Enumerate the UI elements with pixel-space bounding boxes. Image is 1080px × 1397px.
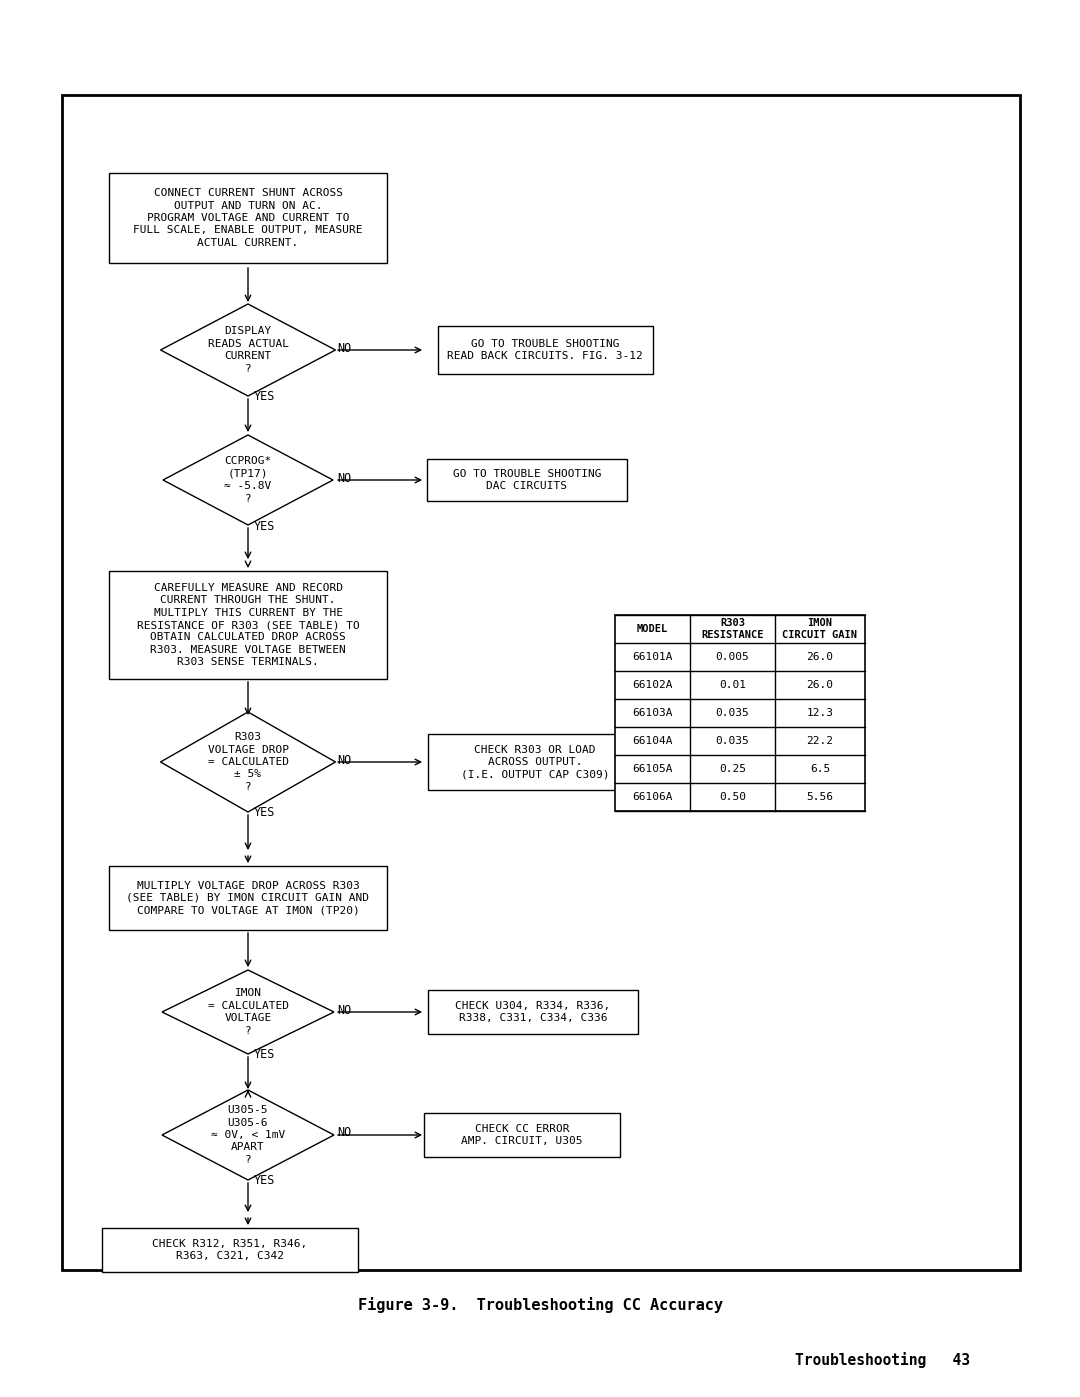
Text: 22.2: 22.2 (807, 736, 834, 746)
Text: Troubleshooting   43: Troubleshooting 43 (795, 1352, 970, 1368)
Text: NO: NO (337, 753, 351, 767)
Polygon shape (162, 970, 334, 1053)
Text: YES: YES (254, 1049, 275, 1062)
Text: CHECK CC ERROR
AMP. CIRCUIT, U305: CHECK CC ERROR AMP. CIRCUIT, U305 (461, 1123, 583, 1146)
Text: CCPROG*
(TP17)
≈ -5.8V
?: CCPROG* (TP17) ≈ -5.8V ? (225, 457, 272, 503)
Text: 66105A: 66105A (632, 764, 673, 774)
Polygon shape (162, 1090, 334, 1180)
Text: CAREFULLY MEASURE AND RECORD
CURRENT THROUGH THE SHUNT.
MULTIPLY THIS CURRENT BY: CAREFULLY MEASURE AND RECORD CURRENT THR… (137, 583, 360, 668)
Bar (428, 990, 638, 1034)
Text: CHECK R312, R351, R346,
R363, C321, C342: CHECK R312, R351, R346, R363, C321, C342 (152, 1239, 308, 1261)
Text: NO: NO (337, 1126, 351, 1140)
Text: 66103A: 66103A (632, 708, 673, 718)
Text: 5.56: 5.56 (807, 792, 834, 802)
Text: 12.3: 12.3 (807, 708, 834, 718)
Text: NO: NO (337, 1003, 351, 1017)
Bar (428, 733, 643, 789)
Text: MULTIPLY VOLTAGE DROP ACROSS R303
(SEE TABLE) BY IMON CIRCUIT GAIN AND
COMPARE T: MULTIPLY VOLTAGE DROP ACROSS R303 (SEE T… (126, 880, 369, 915)
Bar (109, 866, 387, 930)
Text: CHECK U304, R334, R336,
R338, C331, C334, C336: CHECK U304, R334, R336, R338, C331, C334… (456, 1000, 610, 1023)
Text: MODEL: MODEL (637, 624, 669, 634)
Text: 0.50: 0.50 (719, 792, 746, 802)
Text: GO TO TROUBLE SHOOTING
READ BACK CIRCUITS. FIG. 3-12: GO TO TROUBLE SHOOTING READ BACK CIRCUIT… (447, 339, 643, 362)
Bar (427, 460, 627, 502)
Text: 0.25: 0.25 (719, 764, 746, 774)
Bar (615, 615, 865, 812)
Text: R303
RESISTANCE: R303 RESISTANCE (701, 619, 764, 640)
Bar (109, 571, 387, 679)
Text: 0.005: 0.005 (716, 652, 750, 662)
Text: 26.0: 26.0 (807, 680, 834, 690)
Text: 26.0: 26.0 (807, 652, 834, 662)
Bar (62, 95, 1020, 1270)
Bar (102, 1228, 357, 1273)
Text: NO: NO (337, 472, 351, 485)
Text: CHECK R303 OR LOAD
ACROSS OUTPUT.
(I.E. OUTPUT CAP C309): CHECK R303 OR LOAD ACROSS OUTPUT. (I.E. … (461, 745, 609, 780)
Bar (109, 173, 387, 263)
Text: 6.5: 6.5 (810, 764, 831, 774)
Text: U305-5
U305-6
≈ 0V, < 1mV
APART
?: U305-5 U305-6 ≈ 0V, < 1mV APART ? (211, 1105, 285, 1165)
Text: GO TO TROUBLE SHOOTING
DAC CIRCUITS: GO TO TROUBLE SHOOTING DAC CIRCUITS (453, 469, 602, 492)
Text: NO: NO (337, 341, 351, 355)
Text: R303
VOLTAGE DROP
= CALCULATED
± 5%
?: R303 VOLTAGE DROP = CALCULATED ± 5% ? (207, 732, 288, 792)
Text: IMON
= CALCULATED
VOLTAGE
?: IMON = CALCULATED VOLTAGE ? (207, 989, 288, 1035)
Text: Figure 3-9.  Troubleshooting CC Accuracy: Figure 3-9. Troubleshooting CC Accuracy (357, 1296, 723, 1313)
Text: 66102A: 66102A (632, 680, 673, 690)
Text: CONNECT CURRENT SHUNT ACROSS
OUTPUT AND TURN ON AC.
PROGRAM VOLTAGE AND CURRENT : CONNECT CURRENT SHUNT ACROSS OUTPUT AND … (133, 189, 363, 247)
Bar (424, 1113, 620, 1157)
Polygon shape (161, 305, 336, 395)
Text: IMON
CIRCUIT GAIN: IMON CIRCUIT GAIN (783, 619, 858, 640)
Text: YES: YES (254, 520, 275, 532)
Text: 0.01: 0.01 (719, 680, 746, 690)
Polygon shape (161, 712, 336, 812)
Text: 66101A: 66101A (632, 652, 673, 662)
Text: YES: YES (254, 1175, 275, 1187)
Text: 0.035: 0.035 (716, 736, 750, 746)
Text: 0.035: 0.035 (716, 708, 750, 718)
Bar (437, 326, 652, 374)
Text: 66104A: 66104A (632, 736, 673, 746)
Text: 66106A: 66106A (632, 792, 673, 802)
Text: YES: YES (254, 391, 275, 404)
Polygon shape (163, 434, 333, 525)
Text: DISPLAY
READS ACTUAL
CURRENT
?: DISPLAY READS ACTUAL CURRENT ? (207, 327, 288, 373)
Text: YES: YES (254, 806, 275, 820)
